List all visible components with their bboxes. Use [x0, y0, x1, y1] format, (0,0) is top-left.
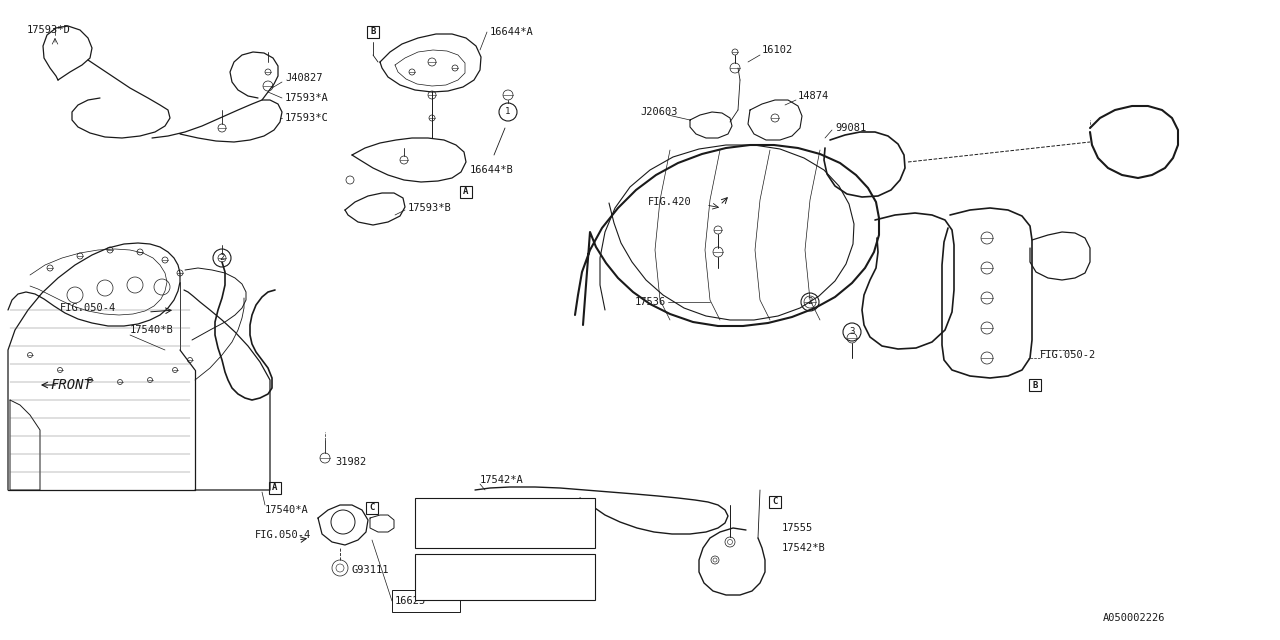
Bar [460, 186, 472, 198]
Text: 16644*B: 16644*B [470, 165, 513, 175]
Text: 17542*A: 17542*A [480, 475, 524, 485]
Bar [769, 496, 781, 508]
Text: 17542*B: 17542*B [782, 543, 826, 553]
Text: A050002226: A050002226 [1102, 613, 1165, 623]
Text: 2: 2 [424, 531, 429, 540]
Bar [415, 554, 595, 600]
Text: J2088: J2088 [443, 505, 475, 515]
Text: 17593*B: 17593*B [408, 203, 452, 213]
Text: FIG.050-2: FIG.050-2 [1039, 350, 1096, 360]
Text: FIG.050-4: FIG.050-4 [60, 303, 116, 313]
Text: FIG.420: FIG.420 [648, 197, 691, 207]
Text: J20603: J20603 [640, 107, 677, 117]
Text: 16644*A: 16644*A [490, 27, 534, 37]
Bar [1029, 379, 1041, 391]
Text: 3: 3 [424, 573, 429, 582]
Text: 17540*A: 17540*A [265, 505, 308, 515]
Text: 1: 1 [506, 108, 511, 116]
Text: 14874: 14874 [797, 91, 829, 101]
Text: FIG.050-4: FIG.050-4 [255, 530, 311, 540]
Text: J10688(201805-): J10688(201805-) [443, 586, 524, 595]
Text: J20601: J20601 [443, 530, 480, 540]
Text: 17536: 17536 [635, 297, 667, 307]
Text: 31982: 31982 [335, 457, 366, 467]
Text: 2: 2 [808, 298, 813, 307]
Text: 17593*C: 17593*C [285, 113, 329, 123]
Text: 1: 1 [424, 506, 429, 515]
Bar [415, 498, 595, 548]
Text: J40827: J40827 [285, 73, 323, 83]
Text: 16625: 16625 [396, 596, 426, 606]
Text: 17593*A: 17593*A [285, 93, 329, 103]
Text: A: A [273, 483, 278, 493]
Text: B: B [1032, 381, 1038, 390]
Text: 2: 2 [219, 253, 225, 262]
Text: FRONT: FRONT [50, 378, 92, 392]
Text: 17593*D: 17593*D [27, 25, 70, 35]
Text: 16102: 16102 [762, 45, 794, 55]
Text: J20601(-201805): J20601(-201805) [443, 561, 524, 570]
Bar [392, 590, 460, 612]
Text: C: C [370, 504, 375, 513]
Text: 17540*B: 17540*B [131, 325, 174, 335]
Bar [269, 482, 282, 494]
Text: B: B [370, 28, 376, 36]
Text: 17555: 17555 [782, 523, 813, 533]
Text: A: A [463, 188, 468, 196]
Text: C: C [772, 497, 778, 506]
Text: 3: 3 [850, 328, 855, 337]
Bar [366, 502, 378, 514]
Bar [367, 26, 379, 38]
Text: 99081: 99081 [835, 123, 867, 133]
Text: G93111: G93111 [352, 565, 389, 575]
